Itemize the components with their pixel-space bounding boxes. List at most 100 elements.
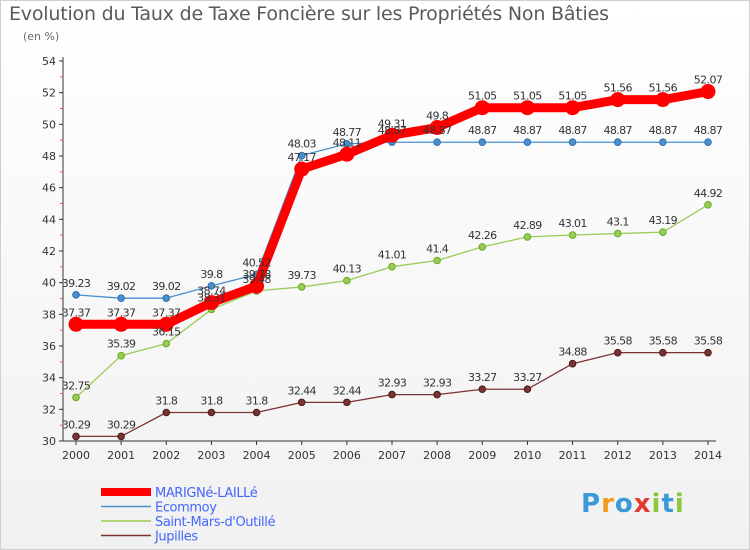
data-label: 48.03 xyxy=(287,138,316,151)
data-label: 38.31 xyxy=(197,291,226,304)
data-point xyxy=(704,200,712,209)
data-label: 42.89 xyxy=(513,219,542,232)
x-tick-label: 2007 xyxy=(378,449,406,462)
data-label: 41.01 xyxy=(378,249,407,262)
x-tick-label: 2005 xyxy=(288,449,316,462)
x-tick-label: 2000 xyxy=(62,449,90,462)
data-point xyxy=(294,161,310,177)
data-point xyxy=(568,138,577,147)
series-2 xyxy=(72,200,712,402)
x-tick-label: 2008 xyxy=(423,449,451,462)
data-point xyxy=(72,432,80,441)
data-label: 34.88 xyxy=(558,346,587,359)
data-point xyxy=(162,294,171,302)
data-label: 32.44 xyxy=(333,384,362,397)
data-point xyxy=(523,385,532,394)
data-label: 31.8 xyxy=(200,395,223,408)
data-label: 32.75 xyxy=(62,379,91,392)
data-point xyxy=(478,138,487,147)
x-tick-label: 2010 xyxy=(513,449,541,462)
data-point xyxy=(613,138,622,147)
y-tick-label: 30 xyxy=(42,435,56,448)
data-label: 51.56 xyxy=(603,82,632,95)
data-point xyxy=(704,138,712,147)
data-point xyxy=(429,120,445,135)
data-label: 48.87 xyxy=(468,124,497,137)
data-label: 33.27 xyxy=(513,371,542,384)
x-tick-label: 2014 xyxy=(694,449,722,462)
y-tick-label: 32 xyxy=(42,403,56,416)
data-label: 39.48 xyxy=(242,273,271,286)
data-label: 49.8 xyxy=(426,110,449,123)
x-tick-label: 2002 xyxy=(152,449,180,462)
data-point xyxy=(478,243,487,251)
logo-letter: r xyxy=(601,489,615,519)
legend-label: Jupilles xyxy=(154,530,198,545)
chart-title: Evolution du Taux de Taxe Foncière sur l… xyxy=(9,3,609,25)
data-point xyxy=(433,390,441,399)
data-point xyxy=(343,276,351,285)
data-label: 43.01 xyxy=(558,217,587,230)
data-point xyxy=(659,348,667,357)
data-label: 48.87 xyxy=(694,124,723,137)
data-point xyxy=(613,348,622,357)
logo-letter: x xyxy=(633,489,652,519)
data-label: 39.02 xyxy=(107,280,136,293)
data-point xyxy=(207,282,216,290)
data-label: 40.13 xyxy=(333,263,362,276)
data-label: 35.58 xyxy=(649,335,678,348)
data-label: 37.37 xyxy=(107,306,136,319)
y-tick-label: 36 xyxy=(42,340,56,353)
data-label: 30.29 xyxy=(62,418,91,431)
data-label: 35.58 xyxy=(603,335,632,348)
data-point xyxy=(523,138,532,147)
data-point xyxy=(343,398,351,407)
data-label: 42.26 xyxy=(468,229,497,242)
data-label: 43.19 xyxy=(649,214,678,227)
data-label: 32.93 xyxy=(423,377,452,390)
logo-letter: P xyxy=(581,489,602,519)
data-label: 37.37 xyxy=(152,306,181,319)
series-line xyxy=(75,204,709,399)
data-point xyxy=(249,278,265,294)
data-point xyxy=(433,256,441,265)
data-point xyxy=(568,359,577,368)
data-point xyxy=(388,262,396,271)
data-label: 48.11 xyxy=(333,136,362,149)
data-point xyxy=(700,84,716,100)
data-label: 48.77 xyxy=(333,126,362,139)
data-point xyxy=(519,100,535,116)
data-label: 51.56 xyxy=(649,82,678,95)
logo-letter: i xyxy=(674,489,685,519)
data-point xyxy=(388,390,396,399)
data-point xyxy=(158,316,174,332)
y-tick-label: 50 xyxy=(42,118,56,131)
y-tick-label: 48 xyxy=(42,150,56,163)
logo-letter: t xyxy=(661,489,675,519)
data-point xyxy=(433,138,441,147)
data-point xyxy=(610,92,626,108)
y-tick-label: 44 xyxy=(42,213,56,226)
data-label: 32.44 xyxy=(287,384,316,397)
data-point xyxy=(68,316,84,332)
y-tick-label: 42 xyxy=(42,245,56,258)
logo-letter: i xyxy=(651,489,662,519)
data-point xyxy=(568,231,577,239)
y-tick-label: 54 xyxy=(42,55,56,68)
x-tick-label: 2011 xyxy=(559,449,587,462)
data-label: 48.87 xyxy=(649,124,678,137)
data-point xyxy=(117,432,125,441)
data-point xyxy=(162,408,171,417)
data-point xyxy=(478,385,487,394)
x-tick-label: 2009 xyxy=(468,449,496,462)
data-label: 47.17 xyxy=(287,151,316,164)
data-label: 51.05 xyxy=(468,90,497,103)
data-label: 48.87 xyxy=(423,124,452,137)
data-label: 49.31 xyxy=(378,117,407,130)
data-label: 30.29 xyxy=(107,418,136,431)
x-tick-label: 2012 xyxy=(604,449,632,462)
data-point xyxy=(565,100,581,116)
y-tick-label: 46 xyxy=(42,182,56,195)
